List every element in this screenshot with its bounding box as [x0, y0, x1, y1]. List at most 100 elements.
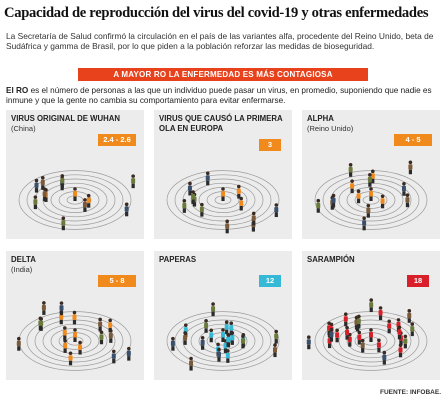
- disease-name: PAPERAS: [159, 255, 197, 264]
- contagion-ring: [166, 170, 280, 230]
- person-icon: [408, 160, 413, 175]
- person-icon: [124, 202, 129, 217]
- crowd-illustration: [18, 170, 136, 231]
- contagion-ring: [338, 323, 404, 359]
- infected-person-icon: [226, 332, 231, 347]
- disease-name: ALPHA: [307, 114, 334, 123]
- infected-person-icon: [369, 187, 373, 201]
- infected-person-icon: [378, 306, 383, 321]
- person-icon: [42, 187, 47, 202]
- contagion-ring: [166, 311, 280, 371]
- disease-card-sarampion: SARAMPIÓN 18: [302, 251, 440, 380]
- person-icon: [251, 211, 256, 226]
- person-icon: [98, 317, 103, 332]
- infected-person-icon: [370, 169, 375, 184]
- person-icon: [410, 322, 415, 337]
- ro-term: El RO: [6, 86, 29, 95]
- contagion-ring: [190, 323, 256, 359]
- infected-person-icon: [224, 320, 229, 335]
- person-icon: [272, 343, 277, 358]
- disease-origin: (Reino Unido): [307, 124, 354, 133]
- infected-person-icon: [209, 328, 214, 343]
- infected-person-icon: [369, 328, 373, 342]
- infected-person-icon: [72, 310, 77, 325]
- contagion-ring: [322, 315, 420, 367]
- person-icon: [131, 174, 136, 189]
- person-icon: [59, 301, 64, 316]
- person-icon: [183, 331, 188, 345]
- infected-person-icon: [345, 325, 350, 340]
- person-icon: [407, 309, 412, 323]
- person-icon: [356, 314, 361, 329]
- contagion-ring: [26, 174, 124, 226]
- infected-person-icon: [221, 187, 225, 201]
- infected-person-icon: [343, 312, 348, 327]
- disease-card-virus-original-de-wuhan: VIRUS ORIGINAL DE WUHAN (China) 2.4 - 2.6: [6, 110, 144, 239]
- contagion-ring: [314, 170, 428, 230]
- person-icon: [16, 336, 21, 351]
- infected-person-icon: [86, 193, 91, 208]
- person-icon: [211, 302, 216, 317]
- infected-person-icon: [357, 330, 362, 345]
- ro-definition: El RO es el número de personas a las que…: [6, 86, 442, 107]
- crowd-illustration: [166, 170, 280, 234]
- disease-name: VIRUS QUE CAUSÓ LA PRIMERA OLA EN EUROPA: [159, 114, 283, 133]
- person-icon: [205, 171, 210, 186]
- disease-name: DELTA: [11, 255, 36, 264]
- person-icon: [348, 163, 353, 177]
- person-icon: [240, 334, 245, 349]
- intro-text: La Secretaría de Salud confirmó la circu…: [6, 31, 434, 52]
- ro-badge: 3: [259, 139, 281, 151]
- person-icon: [216, 347, 221, 362]
- disease-origin: (China): [11, 124, 36, 133]
- person-icon: [170, 336, 175, 351]
- infected-person-icon: [327, 321, 332, 336]
- person-icon: [111, 349, 116, 364]
- person-icon: [225, 219, 230, 234]
- contagion-ring: [174, 174, 272, 226]
- infected-person-icon: [221, 328, 225, 342]
- ro-badge: 4 - 5: [394, 134, 432, 146]
- infected-person-icon: [63, 339, 68, 353]
- person-icon: [403, 334, 408, 349]
- person-icon: [187, 181, 192, 196]
- crowd-illustration: [306, 298, 428, 371]
- person-icon: [41, 301, 46, 315]
- person-icon: [108, 329, 113, 343]
- disease-origin: (India): [11, 265, 33, 274]
- disease-card-virus-que-causo-la-primera-ola-en-europa: VIRUS QUE CAUSÓ LA PRIMERA OLA EN EUROPA…: [154, 110, 292, 239]
- person-icon: [189, 356, 194, 371]
- infected-person-icon: [62, 326, 67, 341]
- person-icon: [60, 174, 65, 188]
- person-icon: [362, 216, 367, 231]
- person-icon: [82, 198, 87, 212]
- infected-person-icon: [335, 328, 340, 343]
- crowd-illustration: [314, 160, 428, 231]
- contagion-ring: [174, 315, 272, 367]
- infected-person-icon: [376, 338, 381, 353]
- source-credit: FUENTE: INFOBAE.: [379, 389, 441, 396]
- ro-badge: 12: [259, 275, 281, 287]
- person-icon: [369, 298, 374, 313]
- person-icon: [191, 190, 196, 205]
- person-icon: [126, 346, 131, 361]
- infected-person-icon: [387, 319, 392, 334]
- infected-person-icon: [397, 325, 402, 340]
- person-icon: [405, 193, 410, 208]
- ro-badge: 2.4 - 2.6: [98, 134, 136, 146]
- person-icon: [401, 181, 406, 196]
- person-icon: [33, 195, 38, 210]
- disease-card-delta: DELTA (India) 5 - 8: [6, 251, 144, 380]
- person-icon: [99, 330, 104, 345]
- infected-person-icon: [380, 194, 385, 209]
- disease-card-paperas: PAPERAS 12: [154, 251, 292, 380]
- person-icon: [367, 173, 372, 187]
- ro-badge: 18: [407, 275, 429, 287]
- infected-person-icon: [356, 189, 361, 204]
- person-icon: [274, 329, 279, 344]
- person-icon: [331, 193, 336, 208]
- person-icon: [360, 338, 365, 353]
- contagion-ring: [42, 182, 108, 218]
- disease-name: SARAMPIÓN: [307, 255, 355, 264]
- crowd-illustration: [16, 301, 132, 371]
